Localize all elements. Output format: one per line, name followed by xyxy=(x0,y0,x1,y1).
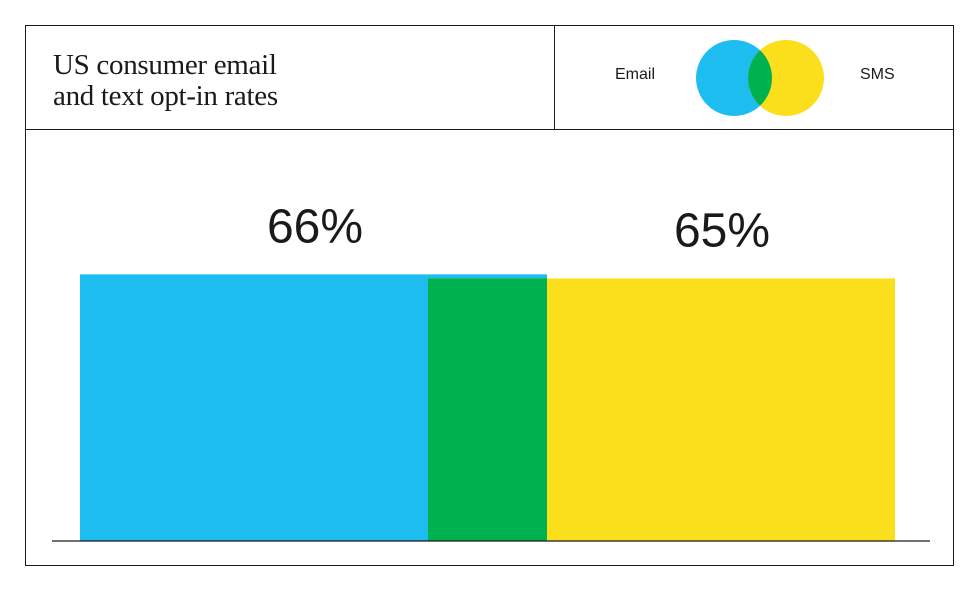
chart-title-line-1: US consumer email xyxy=(53,49,277,81)
email-value-label: 66% xyxy=(267,200,363,253)
legend-venn-icon xyxy=(696,40,824,116)
header-divider xyxy=(554,26,555,130)
legend-sms-circle xyxy=(748,40,824,116)
chart-title: US consumer email and text opt-in rates xyxy=(53,50,353,112)
sms-value-label: 65% xyxy=(674,204,770,257)
bar-overlap xyxy=(428,278,547,541)
chart-header: US consumer email and text opt-in rates … xyxy=(26,26,953,130)
legend-sms-label: SMS xyxy=(860,66,895,83)
legend-email-label: Email xyxy=(615,66,656,83)
legend-email-circle xyxy=(696,40,772,116)
chart-title-line-2: and text opt-in rates xyxy=(53,80,278,112)
